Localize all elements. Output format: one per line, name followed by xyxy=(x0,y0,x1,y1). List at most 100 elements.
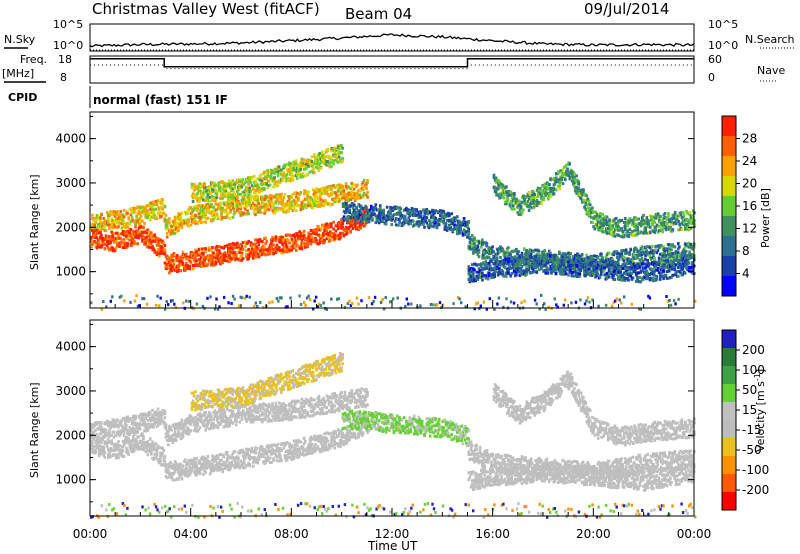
range-cell xyxy=(322,233,325,237)
range-cell xyxy=(346,205,349,208)
range-cell xyxy=(364,222,367,226)
range-cell xyxy=(287,239,290,243)
range-cell xyxy=(420,217,424,221)
range-cell xyxy=(375,220,379,224)
range-cell xyxy=(291,168,295,172)
range-cell xyxy=(271,249,274,253)
range-cell xyxy=(312,203,315,207)
range-cell xyxy=(532,196,535,200)
range-cell xyxy=(194,213,197,217)
range-cell xyxy=(306,158,309,162)
range-cell xyxy=(250,175,254,179)
range-cell xyxy=(681,211,685,215)
range-cell xyxy=(317,201,321,205)
range-cell xyxy=(165,254,169,258)
range-cell xyxy=(332,148,335,152)
range-cell xyxy=(300,245,304,249)
range-cell xyxy=(103,224,107,228)
range-cell xyxy=(215,244,219,248)
range-cell xyxy=(591,221,594,224)
range-cell xyxy=(276,172,280,176)
range-cell xyxy=(359,195,363,199)
range-cell xyxy=(251,187,255,191)
range-cell xyxy=(266,249,270,253)
range-cell xyxy=(436,221,440,224)
range-cell xyxy=(281,179,284,183)
range-cell xyxy=(220,192,223,196)
range-cell xyxy=(336,160,340,164)
range-cell xyxy=(157,254,161,258)
range-cell xyxy=(293,168,297,172)
range-cell xyxy=(513,193,516,197)
range-cell xyxy=(329,230,332,234)
range-cell xyxy=(355,205,358,209)
range-cell xyxy=(456,231,459,235)
range-cell xyxy=(541,191,544,195)
range-cell xyxy=(308,239,312,243)
range-cell xyxy=(688,252,691,256)
range-cell xyxy=(671,228,675,232)
range-cell xyxy=(264,203,267,206)
range-cell xyxy=(302,167,306,171)
range-cell xyxy=(532,250,535,254)
range-cell xyxy=(250,184,254,188)
range-cell xyxy=(502,250,506,254)
range-cell xyxy=(298,204,301,208)
range-cell xyxy=(300,201,304,205)
range-cell xyxy=(414,211,417,215)
range-cell xyxy=(93,235,96,239)
range-cell xyxy=(584,201,587,205)
range-cell xyxy=(359,217,363,221)
range-cell xyxy=(456,228,459,232)
range-cell xyxy=(139,205,143,209)
range-cell xyxy=(357,220,360,223)
range-cell xyxy=(159,251,162,255)
range-cell xyxy=(481,238,484,242)
range-cell xyxy=(445,218,449,222)
range-cell xyxy=(153,203,156,207)
range-cell xyxy=(619,234,623,238)
range-cell xyxy=(178,222,181,226)
range-cell xyxy=(274,180,278,184)
range-cell xyxy=(629,248,632,252)
range-cell xyxy=(239,205,243,209)
range-cell xyxy=(256,196,260,200)
range-cell xyxy=(292,208,296,212)
range-cell xyxy=(678,245,681,249)
range-cell xyxy=(163,217,167,221)
range-cell xyxy=(361,188,365,191)
range-cell xyxy=(107,220,110,223)
range-cell xyxy=(604,218,608,222)
range-cell xyxy=(528,248,532,252)
range-cell xyxy=(613,234,617,238)
range-cell xyxy=(620,227,624,230)
range-cell xyxy=(170,269,173,273)
range-cell xyxy=(227,202,230,206)
range-cell xyxy=(151,245,154,249)
range-cell xyxy=(292,204,296,208)
range-cell xyxy=(485,244,489,248)
range-cell xyxy=(307,164,310,168)
range-cell xyxy=(130,241,134,244)
range-cell xyxy=(254,179,257,183)
range-cell xyxy=(593,254,596,258)
range-cell xyxy=(547,197,550,200)
range-cell xyxy=(587,199,591,203)
range-cell xyxy=(611,226,615,230)
range-cell xyxy=(247,257,250,260)
range-cell xyxy=(240,251,244,255)
range-cell xyxy=(302,234,306,238)
range-cell xyxy=(631,259,635,263)
freq-panel: Freq. [MHz] 18 8 60 0 Nave xyxy=(2,53,785,84)
range-cell xyxy=(353,213,356,216)
range-cell xyxy=(214,208,218,212)
range-cell xyxy=(310,235,314,239)
range-cell xyxy=(359,226,363,230)
range-cell xyxy=(348,191,351,195)
range-cell xyxy=(504,192,507,196)
range-cell xyxy=(163,244,167,248)
range-cell xyxy=(447,226,450,230)
range-cell xyxy=(659,214,662,218)
range-cell xyxy=(682,247,686,251)
range-cell xyxy=(520,257,524,261)
